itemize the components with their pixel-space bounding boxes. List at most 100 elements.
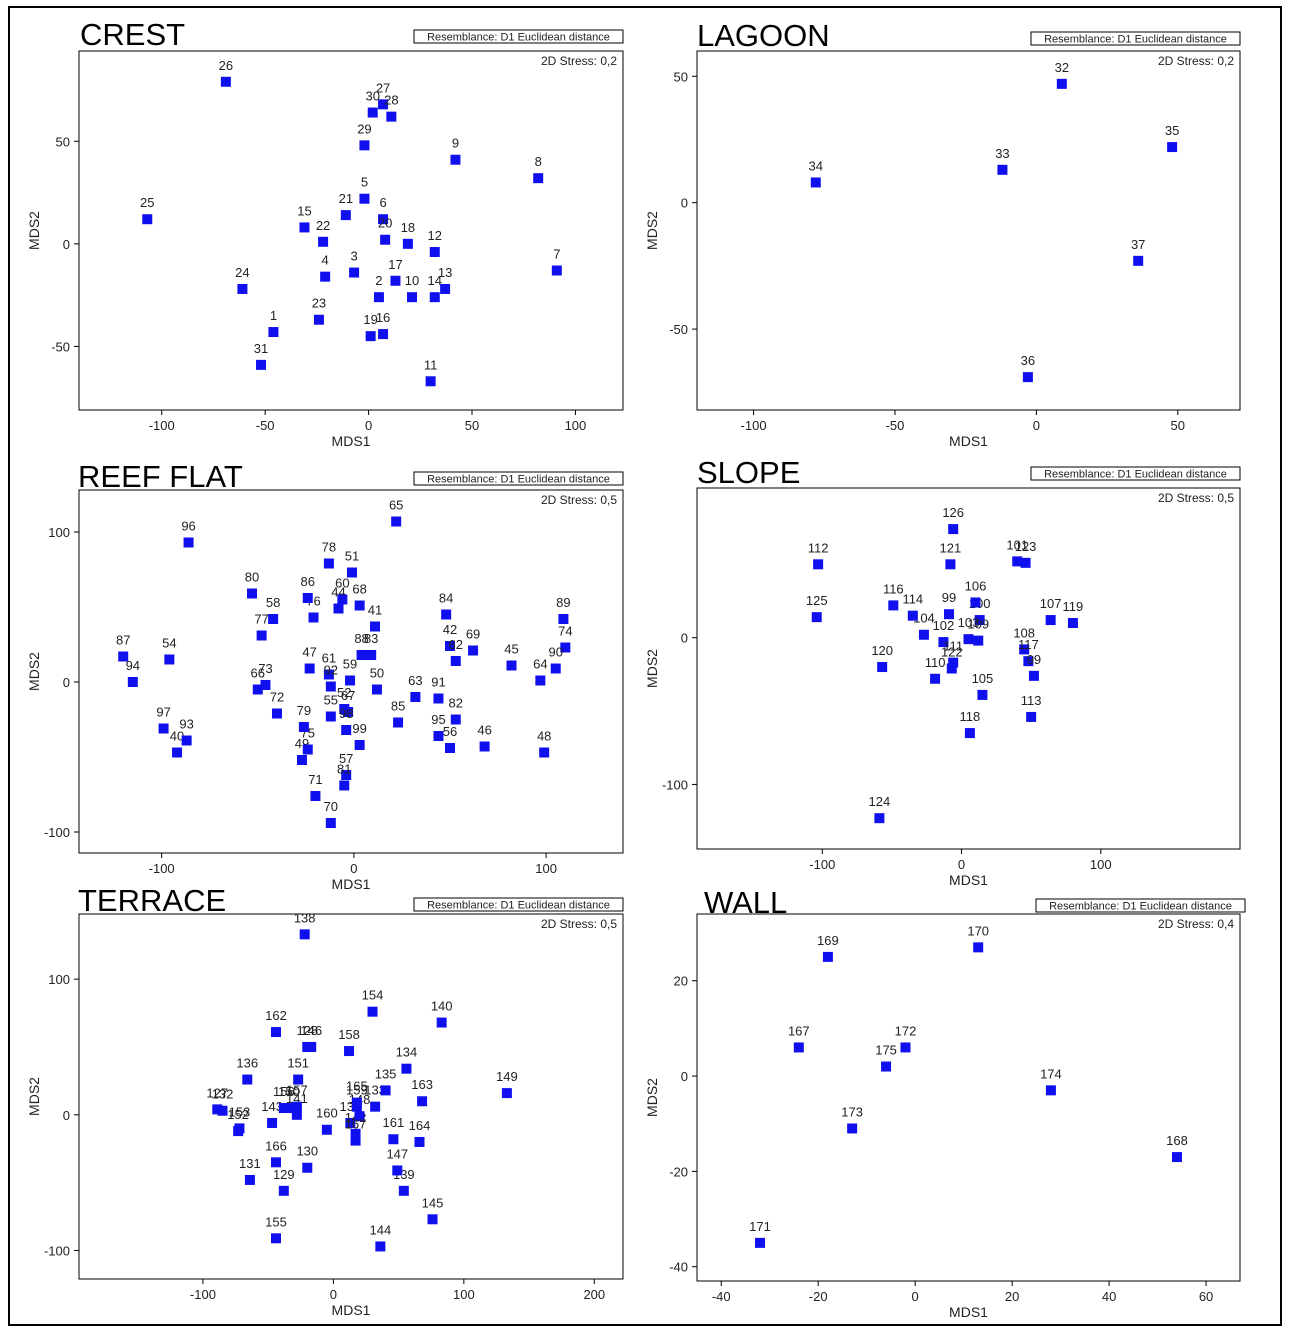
point-label: 67	[341, 688, 355, 703]
point-marker	[365, 331, 376, 342]
point-label: 5	[361, 175, 368, 190]
point-marker	[391, 516, 402, 527]
point-label: 96	[181, 519, 195, 534]
point-label: 152	[227, 1107, 249, 1122]
point-marker	[402, 238, 413, 249]
point-label: 93	[179, 717, 193, 732]
point-label: 90	[548, 645, 562, 660]
point-marker	[450, 154, 461, 165]
point-marker	[1026, 711, 1037, 722]
point-marker	[339, 780, 350, 791]
point-label: 57	[339, 751, 353, 766]
point-marker	[354, 600, 365, 611]
point-label: 71	[308, 772, 322, 787]
point-label: 173	[841, 1104, 863, 1119]
panel-title: TERRACE	[78, 883, 226, 918]
point-label: 30	[365, 89, 379, 104]
plot-area	[696, 913, 1241, 1282]
point-marker	[974, 615, 985, 626]
x-tick-label: 60	[1199, 1289, 1213, 1304]
x-axis-title: MDS1	[332, 433, 371, 449]
point-marker	[267, 1117, 278, 1128]
point-marker	[450, 714, 461, 725]
x-axis-title: MDS1	[332, 1302, 371, 1318]
point-marker	[291, 1109, 302, 1120]
point-label: 70	[324, 799, 338, 814]
point-label: 111	[943, 639, 963, 654]
point-marker	[1167, 142, 1178, 153]
point-label: 99	[942, 590, 956, 605]
point-marker	[479, 741, 490, 752]
point-marker	[793, 1042, 804, 1053]
point-label: 82	[449, 696, 463, 711]
panel-crest: CREST Resemblance: D1 Euclidean distance 2…	[26, 17, 624, 449]
point-marker	[212, 1104, 223, 1115]
x-tick-label: 0	[958, 857, 965, 872]
point-label: 146	[300, 1023, 322, 1038]
point-label: 175	[875, 1043, 897, 1058]
point-label: 42	[443, 622, 457, 637]
point-marker	[401, 1063, 412, 1074]
point-marker	[963, 634, 974, 645]
x-tick-label: -50	[256, 418, 275, 433]
point-label: 120	[871, 643, 893, 658]
point-label: 151	[287, 1056, 309, 1071]
point-label: 170	[967, 923, 989, 938]
resemblance-box	[1030, 31, 1241, 46]
point-label: 95	[431, 712, 445, 727]
point-label: 132	[212, 1087, 234, 1102]
point-label: 77	[254, 612, 268, 627]
y-tick-label: 0	[681, 1069, 688, 1084]
resemblance-label: Resemblance: D1 Euclidean distance	[1049, 901, 1232, 913]
y-tick-label: -50	[669, 322, 688, 337]
point-marker	[390, 275, 401, 286]
plot-area	[696, 487, 1241, 850]
resemblance-label: Resemblance: D1 Euclidean distance	[1044, 34, 1227, 46]
x-tick-label: 100	[565, 418, 587, 433]
x-tick-label: 50	[465, 418, 479, 433]
point-label: 24	[235, 265, 249, 280]
point-label: 28	[384, 93, 398, 108]
x-tick-label: 100	[453, 1287, 475, 1302]
point-label: 7	[553, 247, 560, 262]
point-label: 130	[296, 1144, 318, 1159]
point-marker	[468, 645, 479, 656]
x-tick-label: -20	[809, 1289, 828, 1304]
point-label: 160	[316, 1106, 338, 1121]
x-tick-label: 40	[1102, 1289, 1116, 1304]
point-label: 171	[749, 1219, 771, 1234]
point-label: 99	[352, 721, 366, 736]
x-axis-title: MDS1	[949, 872, 988, 888]
point-label: 81	[337, 762, 351, 777]
point-label: 48	[537, 729, 551, 744]
point-label: 135	[375, 1066, 397, 1081]
point-label: 74	[558, 624, 572, 639]
point-label: 41	[368, 603, 382, 618]
point-marker	[560, 642, 571, 653]
point-label: 60	[335, 576, 349, 591]
x-tick-label: -100	[741, 418, 767, 433]
y-axis-title: MDS2	[644, 1078, 660, 1117]
point-marker	[964, 728, 975, 739]
point-marker	[183, 537, 194, 548]
resemblance-box	[1035, 898, 1246, 913]
y-axis-title: MDS2	[644, 211, 660, 250]
plot-area	[78, 50, 624, 411]
point-marker	[278, 1185, 289, 1196]
point-label: 33	[995, 146, 1009, 161]
point-marker	[535, 675, 546, 686]
point-marker	[320, 271, 331, 282]
point-marker	[256, 359, 267, 370]
point-label: 87	[116, 633, 130, 648]
point-label: 116	[883, 581, 904, 596]
point-label: 107	[1040, 596, 1062, 611]
point-label: 9	[452, 136, 459, 151]
point-label: 56	[443, 724, 457, 739]
point-label: 27	[376, 80, 390, 95]
point-label: 117	[1018, 637, 1039, 652]
point-marker	[970, 597, 981, 608]
point-label: 31	[254, 341, 268, 356]
point-marker	[350, 1135, 361, 1146]
point-label: 156	[273, 1084, 295, 1099]
